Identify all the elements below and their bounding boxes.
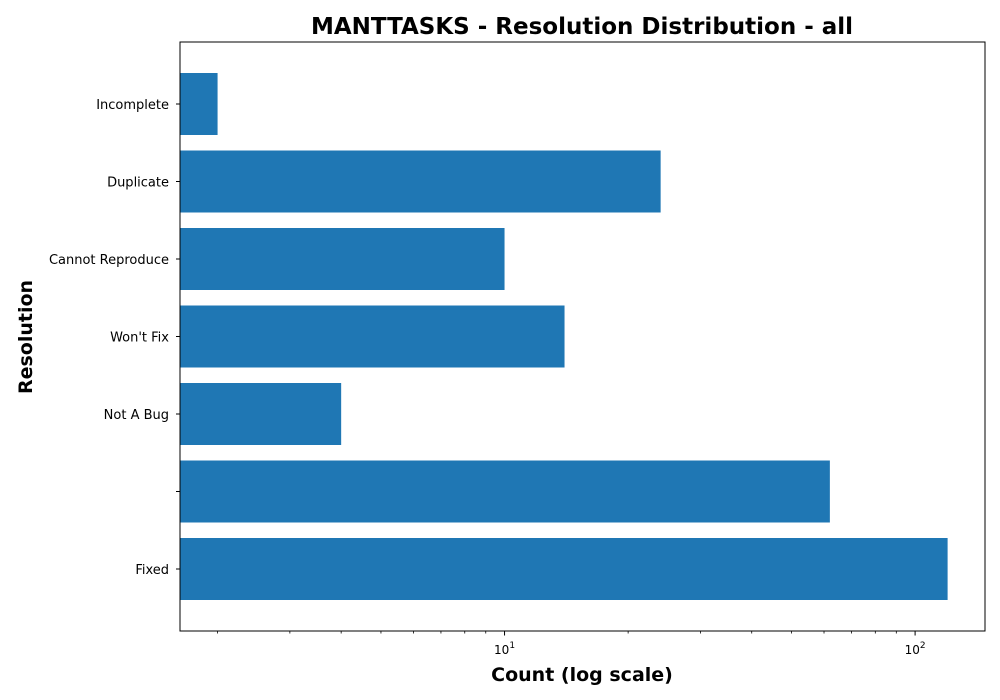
y-tick-label: Fixed	[135, 563, 169, 578]
bar	[180, 460, 830, 523]
x-tick-label: 102	[905, 641, 926, 657]
y-tick-label: Incomplete	[96, 98, 169, 113]
bar	[180, 228, 505, 290]
plot-frame	[179, 41, 986, 632]
bar	[180, 150, 661, 213]
x-tick-label: 101	[494, 641, 515, 657]
bar	[180, 538, 948, 600]
bar	[180, 73, 218, 135]
bar	[180, 383, 342, 445]
x-axis-label: Count (log scale)	[491, 664, 673, 686]
chart-title: MANTTASKS - Resolution Distribution - al…	[311, 14, 853, 40]
y-axis-label: Resolution	[15, 280, 37, 394]
y-tick-label: Duplicate	[107, 176, 169, 191]
bars-layer	[180, 73, 948, 600]
y-axis-ticks: Fixed Not A Bug Won't Fix Cannot Reproduce D…	[49, 98, 180, 578]
y-tick-label: Not A Bug	[104, 408, 169, 423]
x-axis-ticks: 101 102	[217, 631, 926, 657]
y-tick-label: Cannot Reproduce	[49, 253, 169, 268]
bar	[180, 305, 565, 368]
y-tick-label: Won't Fix	[110, 331, 169, 346]
